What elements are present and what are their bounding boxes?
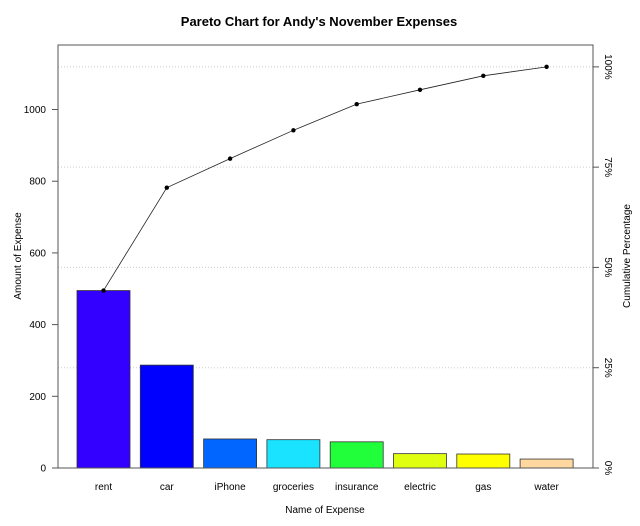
chart-title: Pareto Chart for Andy's November Expense… xyxy=(181,14,457,29)
right-tick-label: 75% xyxy=(602,157,613,177)
bar-gas xyxy=(456,453,511,469)
cumulative-line xyxy=(103,66,547,291)
bar-rent xyxy=(76,290,131,469)
x-tick-label: gas xyxy=(475,482,491,493)
y-tick-label: 0 xyxy=(40,464,46,475)
cumulative-point xyxy=(101,288,106,293)
x-tick-label: iPhone xyxy=(215,482,247,493)
cumulative-point xyxy=(544,64,549,70)
y-tick-label: 600 xyxy=(29,248,46,259)
y-axis-label: Amount of Expense xyxy=(13,212,24,300)
right-axis-label: Cumulative Percentage xyxy=(622,204,633,308)
y-tick-label: 800 xyxy=(29,177,46,188)
bar-electric xyxy=(393,453,447,469)
right-tick-label: 100% xyxy=(602,54,613,80)
plot-frame xyxy=(57,44,594,469)
bar-car xyxy=(139,364,194,469)
x-tick-label: insurance xyxy=(335,482,379,493)
cumulative-point xyxy=(354,101,359,107)
y-tick-label: 200 xyxy=(29,392,46,403)
cumulative-point xyxy=(417,87,423,93)
cumulative-point xyxy=(164,185,169,190)
y-tick-label: 1000 xyxy=(24,105,47,116)
x-tick-label: water xyxy=(533,482,559,493)
bar-iphone xyxy=(203,438,258,469)
right-tick-label: 0% xyxy=(602,461,613,476)
cumulative-point xyxy=(291,128,296,133)
cumulative-point xyxy=(481,73,486,79)
x-tick-label: car xyxy=(160,482,175,493)
x-tick-label: groceries xyxy=(273,482,314,493)
right-tick-label: 25% xyxy=(602,358,613,378)
bar-insurance xyxy=(329,441,384,469)
x-axis-label: Name of Expense xyxy=(285,505,365,516)
bar-groceries xyxy=(266,439,321,469)
cumulative-point xyxy=(227,156,233,161)
right-tick-label: 50% xyxy=(602,257,613,277)
bar-water xyxy=(519,458,574,469)
x-tick-label: electric xyxy=(404,482,436,493)
x-tick-label: rent xyxy=(95,482,112,493)
y-tick-label: 400 xyxy=(29,320,46,331)
